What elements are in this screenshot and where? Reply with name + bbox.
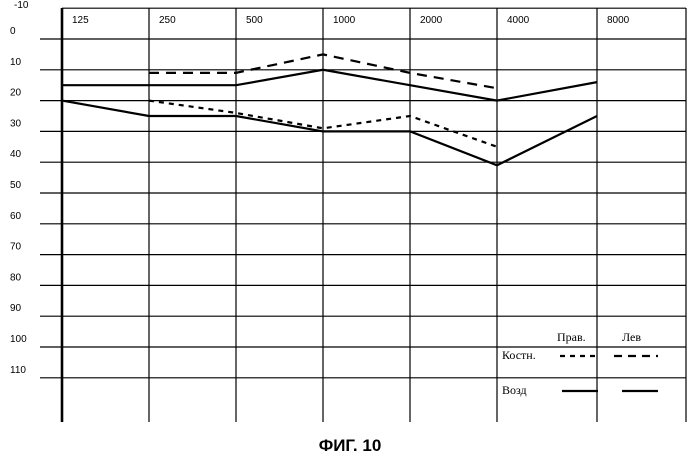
y-tick-label: -10 [14, 0, 29, 11]
x-tick-label: 8000 [607, 15, 630, 26]
x-tick-label: 2000 [420, 15, 443, 26]
y-tick-label: 10 [10, 57, 22, 68]
series-line-air-right [62, 101, 597, 166]
legend-column-header: Прав. [557, 330, 586, 344]
x-tick-label: 4000 [507, 15, 530, 26]
x-tick-label: 250 [159, 15, 176, 26]
y-tick-label: 100 [10, 334, 27, 345]
x-tick-label: 1000 [333, 15, 356, 26]
series-lines [62, 54, 597, 165]
grid [40, 8, 686, 422]
y-tick-label: 0 [10, 26, 16, 37]
x-tick-label: 500 [246, 15, 263, 26]
legend-column-header: Лев [622, 330, 641, 344]
y-tick-label: 70 [10, 242, 22, 253]
tick-labels: -10 0 10 20 30 40 50 60 70 80 90 100 110 125 250 500 100… [10, 0, 630, 376]
x-tick-label: 125 [72, 15, 89, 26]
y-tick-label: 50 [10, 180, 22, 191]
figure-caption: ФИГ. 10 [0, 436, 700, 456]
legend-row-label: Костн. [502, 348, 536, 362]
y-tick-label: 20 [10, 88, 22, 99]
y-tick-label: 40 [10, 149, 22, 160]
legend-row-label: Возд [502, 383, 527, 397]
y-tick-label: 90 [10, 303, 22, 314]
legend: Прав. Лев Костн. Возд [502, 330, 658, 397]
y-tick-label: 110 [10, 365, 26, 376]
y-tick-label: 60 [10, 211, 22, 222]
series-line-air-left [62, 70, 597, 101]
y-tick-label: 80 [10, 272, 22, 283]
y-tick-label: 30 [10, 118, 22, 129]
